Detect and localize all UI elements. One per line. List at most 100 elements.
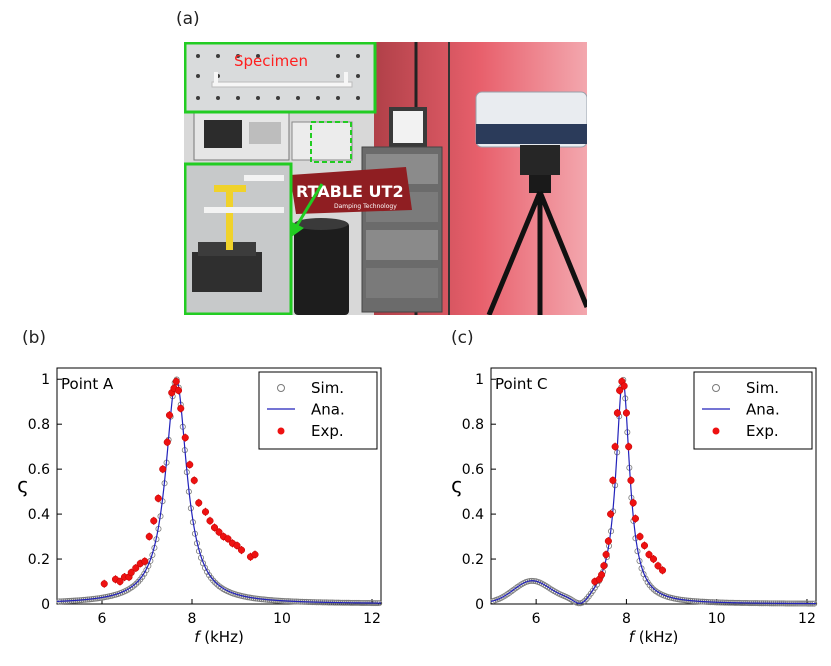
chartc-exp-point-20	[645, 551, 653, 559]
chartb-exp-point-9	[145, 533, 153, 541]
chartb-sim-point	[204, 568, 211, 575]
chartc-exp-point-18	[636, 533, 644, 541]
chartb-exp-point-12	[159, 465, 167, 473]
chartb-exp-point-10	[150, 517, 158, 525]
panel-label-a: (a)	[176, 9, 200, 29]
chartc-exp-point-5	[604, 537, 612, 545]
chartc-exp-point-17	[631, 515, 639, 523]
chartc-exp-point-8	[611, 443, 619, 451]
chartc-exp-point-14	[625, 443, 633, 451]
chartb-legend-label-1: Ana.	[311, 401, 345, 419]
chartc-frame	[490, 367, 817, 605]
chartc-exp-point-13	[622, 409, 630, 417]
chartc-sim-point	[648, 584, 655, 591]
chartb-legend-label-2: Exp.	[311, 422, 344, 440]
chartc-exp-point-3	[600, 562, 608, 570]
chartb-sim-point	[133, 580, 140, 587]
chartb-legend-exp-marker	[277, 427, 285, 435]
chartb-legend: Sim. Ana. Exp.	[258, 371, 378, 450]
chartb-ytick-label-0: 0	[41, 597, 50, 613]
chartb-sim-point	[131, 582, 138, 589]
chartb-exp-point-24	[201, 508, 210, 516]
chartb-exp-point-27	[215, 528, 223, 536]
chartc-xtick-label-2: 10	[708, 611, 726, 627]
chartc-series-ana	[490, 378, 816, 605]
chartb-exp-point-31	[233, 542, 241, 550]
chartb-exp-point-11	[154, 494, 162, 502]
chartc-exp-point-9	[613, 409, 621, 417]
chartb-exp-point-19	[177, 404, 185, 413]
chartc-xtick-label-3: 12	[798, 611, 816, 627]
chartc-exp-point-23	[658, 566, 667, 574]
chartc-exp-point-12	[620, 382, 628, 390]
chartc-legend-exp-marker	[712, 427, 720, 435]
chart-point-c: 6 8 10 12 0 0.2 0.4 0.6 0.8 1 f (kHz) ς Point C Sim. A…	[436, 355, 820, 659]
chartb-exp-point-17	[172, 377, 180, 386]
chartb-exp-point-32	[237, 546, 246, 554]
chartb-exp-point-0	[100, 580, 108, 588]
chartb-frame	[56, 367, 382, 605]
chartb-series-exp	[100, 377, 259, 588]
specimen-label: Specimen	[234, 52, 308, 70]
chart-point-a-svg: 6 8 10 12 0 0.2 0.4 0.6 0.8 1 f (kHz) ς Point A Sim. A…	[17, 367, 383, 646]
chartc-annotation: Point C	[495, 375, 548, 393]
chartc-sim-point	[650, 586, 657, 593]
chartc-exp-point-21	[649, 555, 658, 563]
chart-point-a: 6 8 10 12 0 0.2 0.4 0.6 0.8 1 f (kHz) ς Point A Sim. A…	[8, 355, 388, 659]
chartb-xtick-label-1: 8	[188, 611, 197, 627]
chartc-ytick-label-2: 0.4	[462, 507, 484, 523]
chartb-sim-point	[141, 570, 148, 577]
chartb-ytick-label-3: 0.6	[28, 462, 50, 478]
chartb-ylabel: ς	[17, 473, 29, 497]
chartb-exp-point-13	[163, 438, 171, 446]
sign-text: RTABLE UT2	[296, 182, 404, 201]
chartc-exp-point-7	[609, 476, 617, 484]
chartb-exp-point-20	[181, 434, 189, 442]
chartb-sim-point	[212, 579, 219, 586]
chartb-exp-point-26	[210, 524, 219, 532]
chartc-ytick-label-4: 0.8	[462, 417, 484, 433]
chartb-ytick-label-4: 0.8	[28, 417, 50, 433]
chartb-legend-label-0: Sim.	[311, 379, 344, 397]
chartc-xlabel: f (kHz)	[629, 628, 679, 646]
chartb-sim-point	[139, 573, 146, 580]
chartb-exp-point-22	[190, 476, 198, 484]
chartb-exp-point-2	[116, 577, 124, 586]
chartc-sim-point	[581, 598, 588, 605]
chartc-sim-point	[589, 587, 596, 594]
chartb-exp-point-8	[141, 557, 149, 565]
lab-photo-illustration: RTABLE UT2 Damping Technology Specimen	[184, 42, 587, 315]
chartc-legend-label-2: Exp.	[746, 422, 779, 440]
chartb-exp-point-6	[132, 564, 140, 572]
chartc-series-exp	[591, 377, 667, 586]
chartb-legend-sim-marker	[277, 384, 285, 392]
chartc-xtick-label-1: 8	[622, 611, 631, 627]
chartb-ytick-label-5: 1	[41, 372, 50, 388]
chartc-exp-point-19	[640, 542, 649, 550]
chartb-sim-point	[210, 577, 217, 584]
chartb-series-ana	[56, 378, 381, 604]
chartb-xtick-label-3: 12	[363, 611, 381, 627]
chartb-exp-point-23	[195, 499, 203, 507]
chart-point-c-svg: 6 8 10 12 0 0.2 0.4 0.6 0.8 1 f (kHz) ς Point C Sim. A…	[451, 367, 818, 646]
chartc-xtick-label-0: 6	[532, 611, 541, 627]
chartc-legend-label-0: Sim.	[746, 379, 779, 397]
chartb-ytick-label-1: 0.2	[28, 552, 50, 568]
chartc-exp-point-16	[629, 499, 637, 507]
chartc-exp-point-10	[616, 386, 624, 395]
chartb-xtick-label-0: 6	[98, 611, 107, 627]
chartb-sim-point	[214, 581, 221, 588]
chartc-legend-label-1: Ana.	[746, 401, 780, 419]
chartb-ytick-label-2: 0.4	[28, 507, 50, 523]
chartc-ytick-label-0: 0	[475, 597, 484, 613]
chartc-exp-point-4	[602, 551, 610, 559]
chartc-ylabel: ς	[451, 473, 463, 497]
chartc-ytick-label-1: 0.2	[462, 552, 484, 568]
chartc-exp-point-15	[627, 476, 635, 484]
chartc-legend: Sim. Ana. Exp.	[693, 371, 813, 450]
lab-photo: RTABLE UT2 Damping Technology Specimen	[184, 42, 587, 315]
chartb-xtick-label-2: 10	[273, 611, 291, 627]
chartb-exp-point-21	[186, 461, 194, 469]
chartb-xlabel: f (kHz)	[194, 628, 244, 646]
chartb-exp-point-25	[206, 517, 214, 525]
